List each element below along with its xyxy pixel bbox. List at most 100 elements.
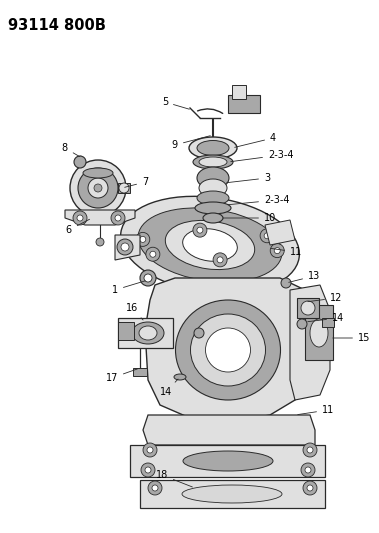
Text: 9: 9 — [172, 136, 210, 150]
Ellipse shape — [199, 179, 227, 197]
Bar — [305, 305, 333, 360]
Circle shape — [297, 319, 307, 329]
Ellipse shape — [183, 451, 273, 471]
Bar — [118, 183, 130, 193]
Circle shape — [96, 238, 104, 246]
Text: 5: 5 — [162, 97, 190, 109]
Polygon shape — [143, 415, 315, 445]
Text: 11: 11 — [271, 247, 302, 257]
Circle shape — [217, 257, 223, 263]
Circle shape — [70, 160, 126, 216]
Ellipse shape — [83, 168, 113, 178]
Ellipse shape — [195, 202, 231, 214]
Polygon shape — [290, 285, 330, 400]
Ellipse shape — [183, 229, 237, 261]
Circle shape — [144, 274, 152, 282]
Ellipse shape — [197, 167, 229, 189]
Ellipse shape — [205, 328, 251, 372]
Circle shape — [270, 244, 284, 257]
Bar — [130, 445, 325, 477]
Circle shape — [305, 467, 311, 473]
Ellipse shape — [165, 221, 255, 270]
Circle shape — [194, 328, 204, 338]
Circle shape — [145, 467, 151, 473]
Circle shape — [303, 443, 317, 457]
Bar — [118, 318, 173, 348]
Text: 7: 7 — [125, 177, 148, 187]
Ellipse shape — [174, 374, 186, 380]
Text: 18: 18 — [156, 470, 193, 487]
Ellipse shape — [189, 137, 237, 159]
Text: 2-3-4: 2-3-4 — [231, 150, 293, 161]
Circle shape — [264, 233, 270, 239]
Circle shape — [115, 215, 121, 221]
Circle shape — [140, 236, 146, 243]
Text: 12: 12 — [308, 293, 342, 303]
Ellipse shape — [199, 157, 227, 167]
Circle shape — [121, 243, 129, 251]
Text: 10: 10 — [223, 213, 276, 223]
Text: 17: 17 — [106, 369, 137, 383]
Text: 14: 14 — [160, 379, 178, 397]
Ellipse shape — [203, 213, 223, 223]
Circle shape — [281, 278, 291, 288]
Circle shape — [303, 481, 317, 495]
Bar — [118, 322, 134, 340]
Text: 11: 11 — [298, 405, 334, 415]
Ellipse shape — [138, 208, 282, 282]
Circle shape — [307, 447, 313, 453]
Ellipse shape — [139, 326, 157, 340]
Circle shape — [119, 183, 129, 193]
Ellipse shape — [175, 300, 280, 400]
Circle shape — [136, 232, 150, 246]
Text: 93114 800B: 93114 800B — [8, 18, 106, 33]
Circle shape — [148, 481, 162, 495]
Circle shape — [73, 211, 87, 225]
Ellipse shape — [301, 301, 315, 315]
Ellipse shape — [121, 196, 299, 294]
Ellipse shape — [193, 155, 233, 169]
Circle shape — [77, 215, 83, 221]
Circle shape — [117, 239, 133, 255]
Text: 13: 13 — [289, 271, 320, 282]
Ellipse shape — [310, 319, 328, 347]
Circle shape — [74, 156, 86, 168]
Ellipse shape — [132, 322, 164, 344]
Bar — [232, 85, 246, 99]
Text: 8: 8 — [62, 143, 80, 157]
Circle shape — [301, 463, 315, 477]
Text: 15: 15 — [333, 333, 370, 343]
Circle shape — [193, 223, 207, 237]
Circle shape — [111, 211, 125, 225]
Ellipse shape — [191, 314, 266, 386]
Text: 4: 4 — [235, 133, 276, 147]
Polygon shape — [265, 220, 295, 245]
Circle shape — [146, 247, 160, 261]
Circle shape — [140, 270, 156, 286]
Circle shape — [274, 248, 280, 254]
Bar — [140, 480, 325, 508]
Circle shape — [197, 227, 203, 233]
Circle shape — [143, 443, 157, 457]
Ellipse shape — [197, 141, 229, 156]
Circle shape — [147, 447, 153, 453]
Text: 6: 6 — [66, 219, 89, 235]
Polygon shape — [65, 210, 135, 225]
Text: 3: 3 — [227, 173, 270, 183]
Circle shape — [88, 178, 108, 198]
Text: 14: 14 — [308, 313, 344, 323]
Circle shape — [78, 168, 118, 208]
Circle shape — [150, 251, 156, 257]
Circle shape — [307, 485, 313, 491]
Bar — [297, 298, 319, 318]
Circle shape — [213, 253, 227, 267]
Bar — [133, 368, 147, 376]
Circle shape — [152, 485, 158, 491]
Circle shape — [141, 463, 155, 477]
Bar — [322, 318, 334, 327]
Circle shape — [260, 229, 274, 243]
Text: 16: 16 — [126, 303, 143, 320]
Ellipse shape — [197, 191, 229, 205]
Text: 1: 1 — [112, 281, 145, 295]
Text: 2-3-4: 2-3-4 — [228, 195, 290, 205]
